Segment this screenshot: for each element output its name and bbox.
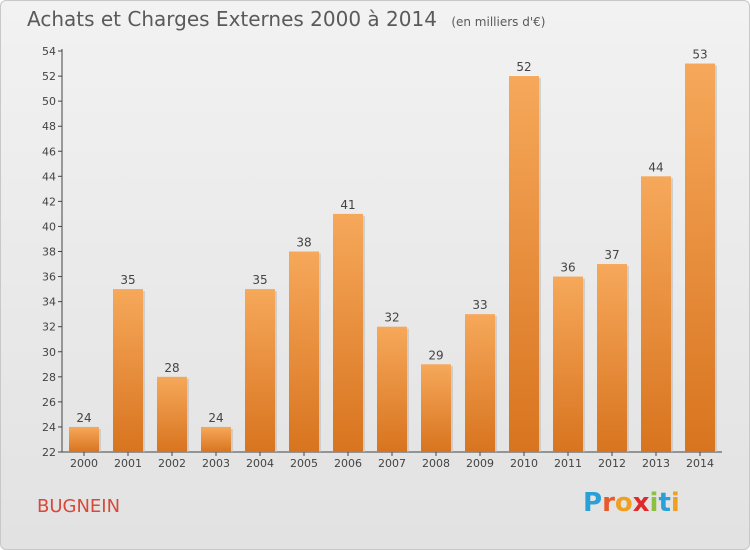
y-tick-label: 54 (42, 45, 56, 58)
logo-letter: P (583, 488, 603, 518)
y-tick-label: 40 (42, 220, 56, 233)
bar (245, 289, 275, 452)
bar (509, 76, 539, 452)
bar (69, 426, 99, 452)
y-tick-label: 46 (42, 145, 56, 158)
x-tick-label: 2001 (114, 457, 142, 470)
bar (201, 426, 231, 452)
x-tick-label: 2000 (70, 457, 98, 470)
y-tick-label: 48 (42, 120, 56, 133)
logo-letter: t (658, 488, 671, 518)
bar-value-label: 36 (560, 261, 575, 275)
y-tick-label: 38 (42, 246, 56, 259)
bar (333, 213, 363, 452)
bar-value-label: 32 (384, 311, 399, 325)
x-tick-label: 2007 (378, 457, 406, 470)
bar-value-label: 52 (516, 60, 531, 74)
bar (113, 289, 143, 452)
proxiti-logo: Proxiti (583, 488, 680, 518)
bar (553, 276, 583, 452)
bar-value-label: 41 (340, 198, 355, 212)
x-tick-label: 2014 (686, 457, 714, 470)
bar (421, 364, 451, 452)
logo-letter: x (632, 488, 650, 518)
x-tick-label: 2011 (554, 457, 582, 470)
x-tick-label: 2006 (334, 457, 362, 470)
bar-value-label: 35 (252, 273, 267, 287)
y-tick-label: 34 (42, 296, 56, 309)
logo-letter: o (614, 488, 633, 518)
bar-value-label: 38 (296, 236, 311, 250)
bar (685, 63, 715, 452)
x-tick-label: 2010 (510, 457, 538, 470)
y-tick-label: 24 (42, 421, 56, 434)
bar-value-label: 37 (604, 248, 619, 262)
x-tick-label: 2013 (642, 457, 670, 470)
y-tick-label: 52 (42, 70, 56, 83)
chart-title: Achats et Charges Externes 2000 à 2014 (27, 7, 437, 31)
y-tick-label: 30 (42, 346, 56, 359)
bar-value-label: 35 (120, 273, 135, 287)
bar (465, 314, 495, 452)
bar-value-label: 33 (472, 298, 487, 312)
x-tick-label: 2002 (158, 457, 186, 470)
bar-value-label: 53 (692, 48, 707, 62)
x-tick-label: 2005 (290, 457, 318, 470)
logo-letter: r (602, 488, 615, 518)
city-label: BUGNEIN (37, 496, 121, 517)
bar (157, 376, 187, 452)
y-tick-label: 22 (42, 446, 56, 459)
x-tick-label: 2012 (598, 457, 626, 470)
y-tick-label: 42 (42, 195, 56, 208)
x-tick-label: 2004 (246, 457, 274, 470)
bar (641, 176, 671, 452)
logo-letter: i (649, 488, 659, 518)
bar (377, 326, 407, 452)
y-tick-label: 26 (42, 396, 56, 409)
bar (597, 264, 627, 452)
y-tick-label: 44 (42, 170, 56, 183)
x-tick-label: 2008 (422, 457, 450, 470)
y-tick-label: 28 (42, 371, 56, 384)
bar-value-label: 44 (648, 160, 663, 174)
x-tick-label: 2003 (202, 457, 230, 470)
chart-title-block: Achats et Charges Externes 2000 à 2014 (… (27, 7, 545, 31)
chart-unit: (en milliers d'€) (451, 15, 546, 29)
y-tick-label: 36 (42, 271, 56, 284)
bar-value-label: 24 (76, 411, 91, 425)
x-tick-label: 2009 (466, 457, 494, 470)
bar-value-label: 24 (208, 411, 223, 425)
y-tick-label: 50 (42, 95, 56, 108)
bar-value-label: 29 (428, 348, 443, 362)
y-tick-label: 32 (42, 321, 56, 334)
bar (289, 251, 319, 452)
logo-letter: i (670, 488, 680, 518)
bar-value-label: 28 (164, 361, 179, 375)
